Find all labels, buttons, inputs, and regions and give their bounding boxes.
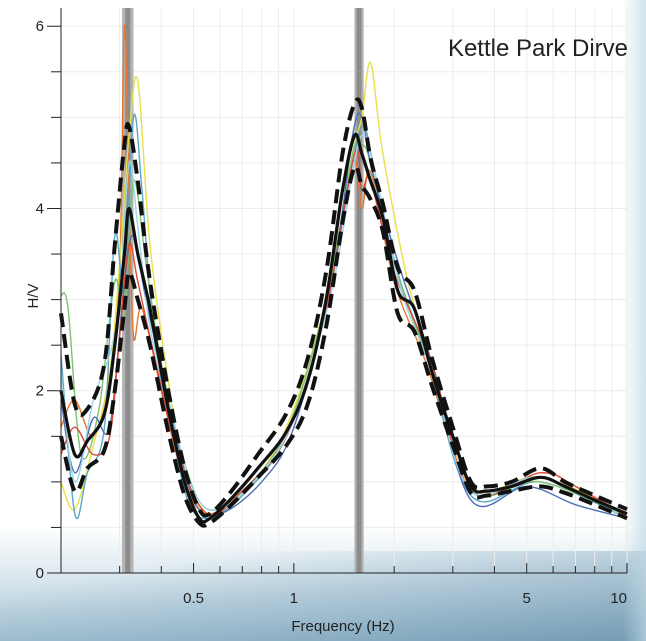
peak-band-center xyxy=(356,8,362,573)
y-tick-label: 4 xyxy=(36,200,44,217)
y-tick-label: 6 xyxy=(36,18,44,35)
y-tick-label: 2 xyxy=(36,383,44,400)
y-axis-label: H/V xyxy=(25,283,42,308)
background-right-fade xyxy=(622,0,646,641)
axes: 0 2 4 6 0.5 1 5 10 xyxy=(36,8,628,607)
x-tick-label: 10 xyxy=(610,590,627,607)
x-tick-label: 0.5 xyxy=(183,590,204,607)
statistics-curves xyxy=(59,97,628,528)
y-tick-label: 0 xyxy=(36,565,44,582)
peak-frequency-bands xyxy=(122,8,364,573)
mean-curve xyxy=(59,132,628,524)
chart-title: Kettle Park Dirve xyxy=(448,35,628,62)
x-tick-label: 1 xyxy=(290,590,298,607)
peak-band-center xyxy=(125,8,131,573)
x-axis-label: Frequency (Hz) xyxy=(291,618,394,635)
grid-lines xyxy=(60,8,628,573)
window-curves xyxy=(60,24,628,520)
upper-std-curve xyxy=(59,97,628,518)
lower-std-curve xyxy=(59,164,628,528)
background-streak xyxy=(0,551,646,641)
x-tick-label: 5 xyxy=(523,590,531,607)
window-curve xyxy=(60,24,628,515)
